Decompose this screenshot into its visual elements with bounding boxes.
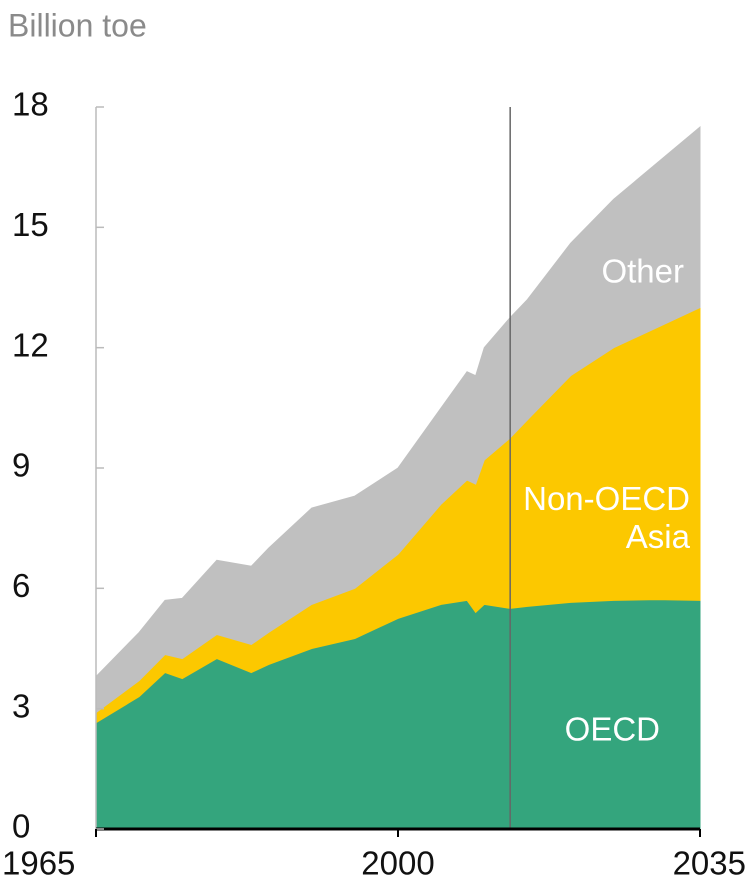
y-tick-label: 3 xyxy=(12,687,30,724)
series-label: Non-OECD Asia xyxy=(523,480,691,555)
y-tick-label: 9 xyxy=(12,447,30,484)
series-label: Other xyxy=(601,253,684,290)
x-tick-label: 2035 xyxy=(673,845,746,882)
y-tick-label: 15 xyxy=(12,206,49,243)
y-axis-label: Billion toe xyxy=(8,7,147,43)
x-tick-label: 2000 xyxy=(361,845,434,882)
y-tick-label: 12 xyxy=(12,326,49,363)
series-label: OECD xyxy=(565,711,660,748)
y-tick-label: 6 xyxy=(12,567,30,604)
y-tick-label: 0 xyxy=(12,808,30,845)
x-tick-label: 1965 xyxy=(2,845,75,882)
area xyxy=(95,125,701,714)
y-tick-label: 18 xyxy=(12,86,49,123)
